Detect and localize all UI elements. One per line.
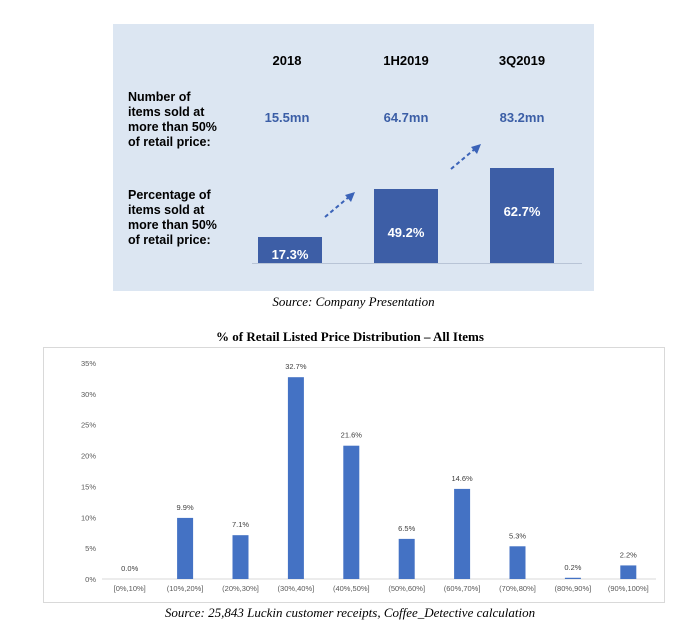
bar	[398, 538, 415, 579]
x-tick-label: (90%,100%]	[608, 584, 649, 593]
percent-bar-1h2019	[374, 188, 438, 263]
y-tick-label: 25%	[81, 421, 96, 430]
chart-source: Source: 25,843 Luckin customer receipts,…	[164, 605, 536, 620]
data-label: 5.3%	[509, 531, 526, 540]
y-tick-label: 10%	[81, 513, 96, 522]
row-label-count-line: Number of	[128, 90, 191, 104]
column-header-2018: 2018	[272, 53, 302, 68]
bar	[564, 577, 581, 579]
bar	[620, 565, 637, 579]
bar	[509, 546, 526, 579]
percent-label-3q2019: 62.7%	[503, 204, 541, 220]
y-tick-label: 5%	[85, 544, 96, 553]
chart-title: % of Retail Listed Price Distribution – …	[216, 329, 484, 344]
column-header-1h2019: 1H2019	[383, 53, 429, 68]
row-label-pct-line: Percentage of	[128, 188, 211, 202]
row-label-pct-line: items sold at	[128, 203, 205, 217]
x-tick-label: (40%,50%]	[333, 584, 370, 593]
row-label-pct-line: more than 50%	[128, 218, 217, 232]
x-tick-label: (50%,60%]	[388, 584, 425, 593]
percent-bar-2018	[258, 236, 322, 263]
bar	[232, 535, 249, 579]
x-tick-label: [0%,10%]	[114, 584, 146, 593]
percent-label-1h2019: 49.2%	[387, 224, 425, 240]
data-label: 9.9%	[177, 503, 194, 512]
bar	[287, 377, 304, 579]
row-label-pct-line: of retail price:	[128, 233, 211, 247]
row-label-count-line: items sold at	[128, 105, 205, 119]
data-label: 0.2%	[564, 563, 581, 572]
percent-bar-3q2019	[490, 168, 554, 263]
y-tick-label: 30%	[81, 390, 96, 399]
percent-label-2018: 17.3%	[271, 246, 309, 262]
bar	[343, 445, 360, 579]
count-2018: 15.5mn	[264, 110, 310, 125]
column-header-3q2019: 3Q2019	[498, 53, 546, 68]
y-tick-label: 15%	[81, 482, 96, 491]
row-label-count-line: of retail price:	[128, 135, 211, 149]
data-label: 0.0%	[121, 564, 138, 573]
y-tick-label: 35%	[81, 359, 96, 368]
chart-frame: 0% 5% 10% 15% 20% 25% 30% 35% 0.0% [0%,10%] 9.9% (1…	[43, 347, 665, 603]
count-3q2019: 83.2mn	[499, 110, 545, 125]
x-tick-label: (10%,20%]	[167, 584, 204, 593]
data-label: 6.5%	[398, 524, 415, 533]
bar	[177, 517, 194, 579]
trend-arrow-icon	[324, 192, 355, 218]
panel-source: Source: Company Presentation	[272, 294, 435, 309]
data-label: 32.7%	[285, 362, 307, 371]
bar	[454, 488, 471, 579]
data-label: 21.6%	[341, 431, 363, 440]
row-label-count-line: more than 50%	[128, 120, 217, 134]
data-label: 14.6%	[451, 474, 473, 483]
y-tick-label: 20%	[81, 452, 96, 461]
panel-baseline	[252, 263, 582, 264]
y-tick-label: 0%	[85, 575, 96, 584]
distribution-chart: 0% 5% 10% 15% 20% 25% 30% 35% 0.0% [0%,10%] 9.9% (1…	[81, 359, 656, 593]
trend-arrow-icon	[450, 144, 481, 170]
x-tick-label: (60%,70%]	[444, 584, 481, 593]
x-tick-label: (70%,80%]	[499, 584, 536, 593]
data-label: 7.1%	[232, 520, 249, 529]
count-1h2019: 64.7mn	[383, 110, 429, 125]
data-label: 2.2%	[620, 550, 637, 559]
row-label-count: Number of items sold at more than 50% of…	[128, 90, 253, 150]
row-label-percentage: Percentage of items sold at more than 50…	[128, 188, 253, 248]
x-tick-label: (30%,40%]	[278, 584, 315, 593]
x-tick-label: (80%,90%]	[555, 584, 592, 593]
x-tick-label: (20%,30%]	[222, 584, 259, 593]
